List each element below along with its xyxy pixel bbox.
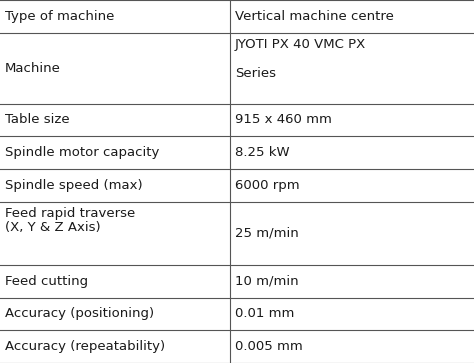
Text: 8.25 kW: 8.25 kW — [235, 146, 290, 159]
Text: Machine: Machine — [5, 62, 61, 75]
Text: 0.005 mm: 0.005 mm — [235, 340, 302, 353]
Text: Table size: Table size — [5, 113, 70, 126]
Bar — [0, 136, 474, 169]
Text: 0.01 mm: 0.01 mm — [235, 307, 294, 321]
Text: Feed rapid traverse: Feed rapid traverse — [5, 207, 135, 220]
Text: 6000 rpm: 6000 rpm — [235, 179, 300, 192]
Text: 10 m/min: 10 m/min — [235, 275, 299, 288]
Bar — [0, 169, 474, 202]
Bar — [0, 0, 474, 33]
Bar — [0, 103, 474, 136]
Text: Spindle speed (max): Spindle speed (max) — [5, 179, 143, 192]
Text: Accuracy (positioning): Accuracy (positioning) — [5, 307, 154, 321]
Bar — [0, 265, 474, 298]
Text: JYOTI PX 40 VMC PX: JYOTI PX 40 VMC PX — [235, 38, 366, 51]
Text: Spindle motor capacity: Spindle motor capacity — [5, 146, 159, 159]
Text: Type of machine: Type of machine — [5, 10, 114, 23]
Text: 25 m/min: 25 m/min — [235, 227, 299, 240]
Bar — [0, 330, 474, 363]
Text: Series: Series — [235, 67, 276, 80]
Text: Feed cutting: Feed cutting — [5, 275, 88, 288]
Text: (X, Y & Z Axis): (X, Y & Z Axis) — [5, 221, 100, 234]
Text: Vertical machine centre: Vertical machine centre — [235, 10, 394, 23]
Bar — [0, 298, 474, 330]
Bar — [0, 33, 474, 103]
Bar — [0, 202, 474, 265]
Text: 915 x 460 mm: 915 x 460 mm — [235, 113, 332, 126]
Text: Accuracy (repeatability): Accuracy (repeatability) — [5, 340, 165, 353]
